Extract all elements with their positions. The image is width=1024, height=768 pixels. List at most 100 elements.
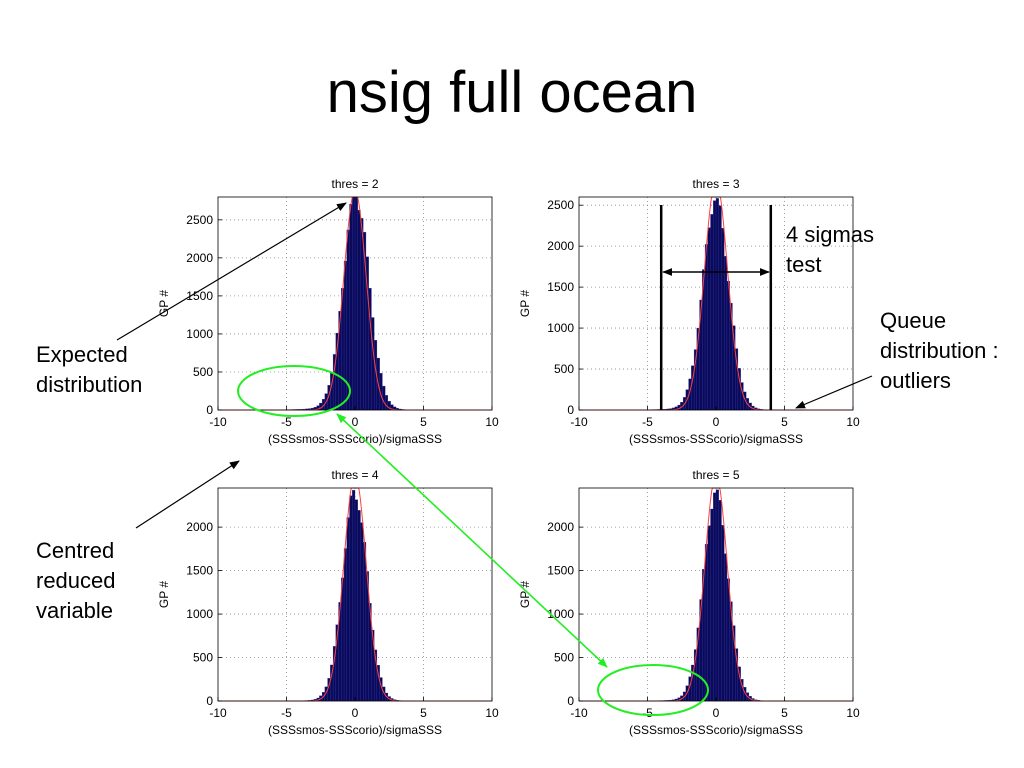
histogram-bar: [710, 214, 714, 411]
x-tick-label: -5: [281, 706, 292, 720]
chart-title: thres = 3: [692, 177, 739, 191]
histogram-bars: [625, 489, 777, 702]
y-axis-label: GP #: [157, 290, 171, 317]
x-tick-label: 0: [352, 415, 359, 429]
histogram-bar: [715, 198, 719, 411]
x-tick-label: -10: [570, 415, 588, 429]
histogram-bar: [721, 525, 725, 702]
histogram-bar: [352, 196, 356, 411]
x-tick-label: -10: [209, 706, 227, 720]
note-line: outliers: [880, 368, 951, 393]
note-line: Queue: [880, 308, 947, 333]
histogram-bar: [363, 542, 367, 702]
x-axis-label: (SSSsmos-SSScorio)/sigmaSSS: [268, 432, 442, 446]
x-tick-label: 10: [846, 415, 860, 429]
x-tick-label: 10: [485, 706, 499, 720]
x-tick-label: -5: [281, 415, 292, 429]
histogram-bar: [354, 196, 358, 411]
x-tick-label: 5: [420, 415, 427, 429]
y-tick-label: 500: [554, 651, 574, 665]
outliers-arrow: [795, 375, 873, 409]
four-sigmas-test-note: 4 sigmas test: [786, 220, 874, 280]
y-tick-label: 500: [193, 651, 213, 665]
histogram-panel: -10 -5 0 5 10 0 500 1000 1500 2000 2500 thres = 2 (S…: [157, 177, 499, 446]
histogram-bar: [343, 260, 347, 411]
x-tick-label: 5: [781, 415, 788, 429]
histogram-panel: -10 -5 0 5 10 0 500 1000 1500 2000 2500 thres = 3 (S…: [518, 177, 860, 446]
y-tick-label: 0: [567, 403, 574, 417]
expected-distribution-note: Expected distribution: [36, 340, 142, 400]
histogram-bar: [360, 522, 364, 702]
x-tick-label: -5: [642, 415, 653, 429]
histogram-bar: [718, 500, 722, 702]
note-line: distribution: [36, 372, 143, 397]
histogram-bar: [726, 578, 730, 702]
note-line: distribution :: [880, 338, 999, 363]
expected-distribution-arrow: [116, 202, 347, 341]
histogram-bar: [349, 495, 353, 702]
histogram-bar: [346, 517, 350, 702]
x-tick-label: -10: [209, 415, 227, 429]
y-tick-label: 2000: [547, 520, 574, 534]
y-tick-label: 1500: [186, 564, 213, 578]
histogram-bar: [724, 256, 728, 411]
y-tick-label: 1500: [547, 564, 574, 578]
y-tick-label: 2000: [186, 251, 213, 265]
y-tick-label: 2500: [186, 213, 213, 227]
x-tick-label: 0: [352, 706, 359, 720]
histogram-bars: [617, 198, 782, 411]
histogram-bar: [707, 525, 711, 702]
x-axis-label: (SSSsmos-SSScorio)/sigmaSSS: [629, 432, 803, 446]
histogram-bar: [710, 508, 714, 702]
histogram-bar: [341, 577, 345, 702]
histogram-bars: [272, 490, 416, 702]
x-tick-label: 10: [485, 415, 499, 429]
histogram-bar: [382, 385, 386, 411]
y-tick-label: 1000: [186, 607, 213, 621]
x-tick-label: 10: [846, 706, 860, 720]
y-tick-label: 2000: [547, 239, 574, 253]
histogram-panel: -10 -5 0 5 10 0 500 1000 1500 2000 thres = 4 (SSSsm…: [157, 468, 499, 737]
histogram-bar: [715, 489, 719, 702]
y-tick-label: 0: [206, 403, 213, 417]
tail-highlight-ellipse: [597, 664, 709, 716]
y-axis-label: GP #: [157, 581, 171, 608]
histogram-bar: [357, 209, 361, 411]
histogram-bars: [250, 196, 427, 411]
histogram-bar: [721, 228, 725, 411]
y-tick-label: 0: [206, 694, 213, 708]
x-tick-label: 5: [420, 706, 427, 720]
note-line: reduced: [36, 568, 116, 593]
y-tick-label: 1000: [547, 321, 574, 335]
x-axis-label: (SSSsmos-SSScorio)/sigmaSSS: [629, 723, 803, 737]
slide-title: nsig full ocean: [326, 60, 698, 125]
y-tick-label: 500: [554, 362, 574, 376]
x-tick-label: -5: [642, 706, 653, 720]
x-axis-label: (SSSsmos-SSScorio)/sigmaSSS: [268, 723, 442, 737]
note-line: 4 sigmas: [786, 222, 875, 247]
histogram-bar: [384, 395, 389, 411]
histogram-bar: [371, 317, 375, 411]
histogram-bar: [354, 499, 358, 702]
histogram-bar: [704, 244, 708, 411]
chart-title: thres = 5: [692, 468, 739, 482]
histogram-bar: [343, 548, 347, 702]
x-tick-label: -10: [570, 706, 588, 720]
histogram-bar: [713, 200, 717, 411]
histogram-bar: [713, 492, 717, 702]
y-tick-label: 500: [193, 365, 213, 379]
histogram-bar: [352, 490, 356, 702]
queue-outliers-note: Queue distribution : outliers: [880, 306, 999, 396]
histogram-bar: [707, 227, 711, 411]
y-axis-label: GP #: [518, 290, 532, 317]
tail-comparison-arrow: [336, 413, 608, 668]
centred-variable-arrow: [135, 460, 240, 529]
tail-highlight-ellipse: [237, 365, 351, 417]
histogram-bar: [718, 205, 722, 411]
note-line: variable: [36, 598, 114, 623]
x-tick-label: 0: [713, 706, 720, 720]
histogram-bar: [349, 203, 353, 411]
histogram-bar: [319, 402, 323, 411]
